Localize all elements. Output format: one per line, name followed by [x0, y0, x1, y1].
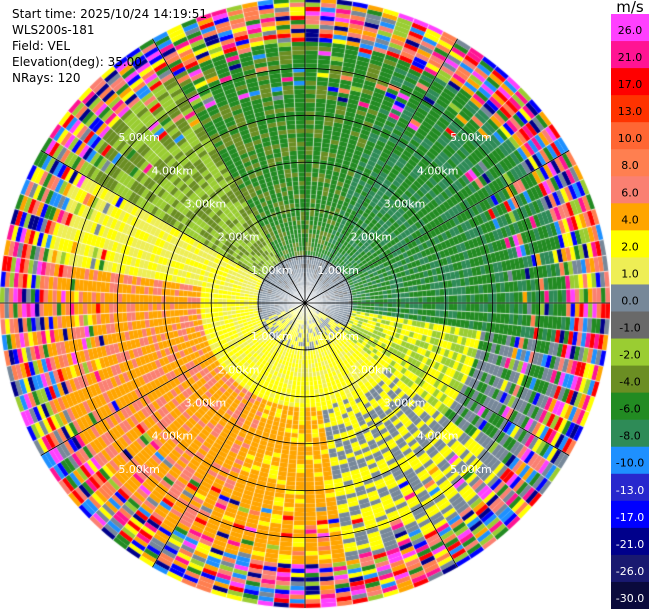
colorbar-swatch — [611, 203, 649, 231]
colorbar-tick-label: -21.0 — [616, 538, 644, 551]
range-ring-label: 3.00km — [384, 197, 426, 210]
scan-info: Start time: 2025/10/24 14:19:51 WLS200s-… — [12, 6, 207, 86]
colorbar-swatch — [611, 365, 649, 394]
colorbar-tick-label: -30.0 — [616, 592, 644, 605]
colorbar-tick-label: 21.0 — [618, 51, 643, 64]
colorbar-swatch — [611, 95, 649, 123]
colorbar-swatch — [611, 284, 649, 312]
range-ring-label: 1.00km — [251, 264, 293, 277]
azimuth-spoke — [304, 302, 570, 456]
range-rings-overlay: 1.00km 1.00km 1.00km 1.00km 2.00km 2.00km 2.00… — [0, 0, 610, 608]
colorbar-swatch — [611, 392, 649, 421]
colorbar-tick-label: 1.0 — [621, 267, 639, 280]
range-ring-label: 1.00km — [317, 264, 359, 277]
colorbar-swatch — [611, 527, 649, 556]
colorbar-swatch — [611, 419, 649, 448]
range-ring-label: 3.00km — [185, 397, 227, 410]
range-ring-label: 4.00km — [417, 430, 459, 443]
colorbar-swatch — [611, 41, 649, 69]
colorbar-swatch — [611, 338, 649, 367]
range-ring-label: 2.00km — [351, 363, 393, 376]
colorbar-swatch — [611, 473, 649, 502]
range-ring-label: 2.00km — [218, 363, 260, 376]
colorbar-tick-label: -10.0 — [616, 457, 644, 470]
colorbar-tick-label: -2.0 — [619, 349, 640, 362]
range-ring-label: 4.00km — [417, 164, 459, 177]
colorbar-tick-label: 2.0 — [621, 240, 639, 253]
range-ring-label: 5.00km — [450, 131, 492, 144]
range-ring-label: 1.00km — [251, 330, 293, 343]
instrument-name: WLS200s-181 — [12, 23, 95, 37]
start-time: Start time: 2025/10/24 14:19:51 — [12, 7, 207, 21]
colorbar-swatch — [611, 14, 649, 42]
range-ring-label: 4.00km — [151, 430, 193, 443]
colorbar-tick-label: 17.0 — [618, 78, 643, 91]
range-ring-label: 3.00km — [185, 197, 227, 210]
colorbar-tick-label: -13.0 — [616, 484, 644, 497]
field-label: Field: VEL — [12, 39, 71, 53]
colorbar-swatch — [611, 68, 649, 96]
colorbar-tick-label: -6.0 — [619, 403, 640, 416]
colorbar-swatch — [611, 176, 649, 204]
colorbar-swatch — [611, 500, 649, 529]
colorbar-swatch — [611, 446, 649, 475]
azimuth-spoke — [40, 302, 306, 456]
colorbar-tick-label: 4.0 — [621, 213, 639, 226]
range-ring-label: 3.00km — [384, 397, 426, 410]
colorbar-tick-label: -26.0 — [616, 565, 644, 578]
colorbar-swatch — [611, 581, 649, 609]
range-ring-label: 2.00km — [351, 231, 393, 244]
elevation-label: Elevation(deg): 35.00 — [12, 55, 142, 69]
azimuth-spoke — [304, 150, 570, 304]
colorbar-swatch — [611, 311, 649, 340]
colorbar-tick-label: 10.0 — [618, 132, 643, 145]
colorbar-unit: m/s — [616, 0, 644, 16]
azimuth-spoke — [304, 38, 458, 304]
colorbar-swatch — [611, 122, 649, 150]
nrays-label: NRays: 120 — [12, 71, 81, 85]
range-ring-label: 4.00km — [151, 164, 193, 177]
colorbar-swatch — [611, 149, 649, 177]
azimuth-spoke — [152, 38, 306, 304]
colorbar-tick-label: -1.0 — [619, 322, 640, 335]
colorbar-tick-label: 6.0 — [621, 186, 639, 199]
colorbar-tick-label: 13.0 — [618, 105, 643, 118]
colorbar-tick-label: -8.0 — [619, 430, 640, 443]
azimuth-spoke — [304, 302, 458, 568]
colorbar-tick-label: -17.0 — [616, 511, 644, 524]
colorbar-tick-label: -4.0 — [619, 376, 640, 389]
range-ring-label: 5.00km — [118, 131, 160, 144]
colorbar-tick-label: 8.0 — [621, 159, 639, 172]
range-ring-label: 1.00km — [317, 330, 359, 343]
colorbar-swatch — [611, 257, 649, 285]
azimuth-spoke — [152, 302, 306, 568]
colorbar-swatch — [611, 230, 649, 258]
range-ring-label: 5.00km — [118, 463, 160, 476]
colorbar-swatch — [611, 554, 649, 583]
velocity-colorbar: 26.0 21.0 17.0 13.0 10.0 8.0 6.0 4.0 2.0 1.0 0.0 -1… — [611, 14, 649, 609]
range-ring-label: 2.00km — [218, 231, 260, 244]
range-ring-label: 5.00km — [450, 463, 492, 476]
colorbar-tick-label: 0.0 — [621, 294, 639, 307]
colorbar-tick-label: 26.0 — [618, 24, 643, 37]
azimuth-spoke — [40, 150, 306, 304]
